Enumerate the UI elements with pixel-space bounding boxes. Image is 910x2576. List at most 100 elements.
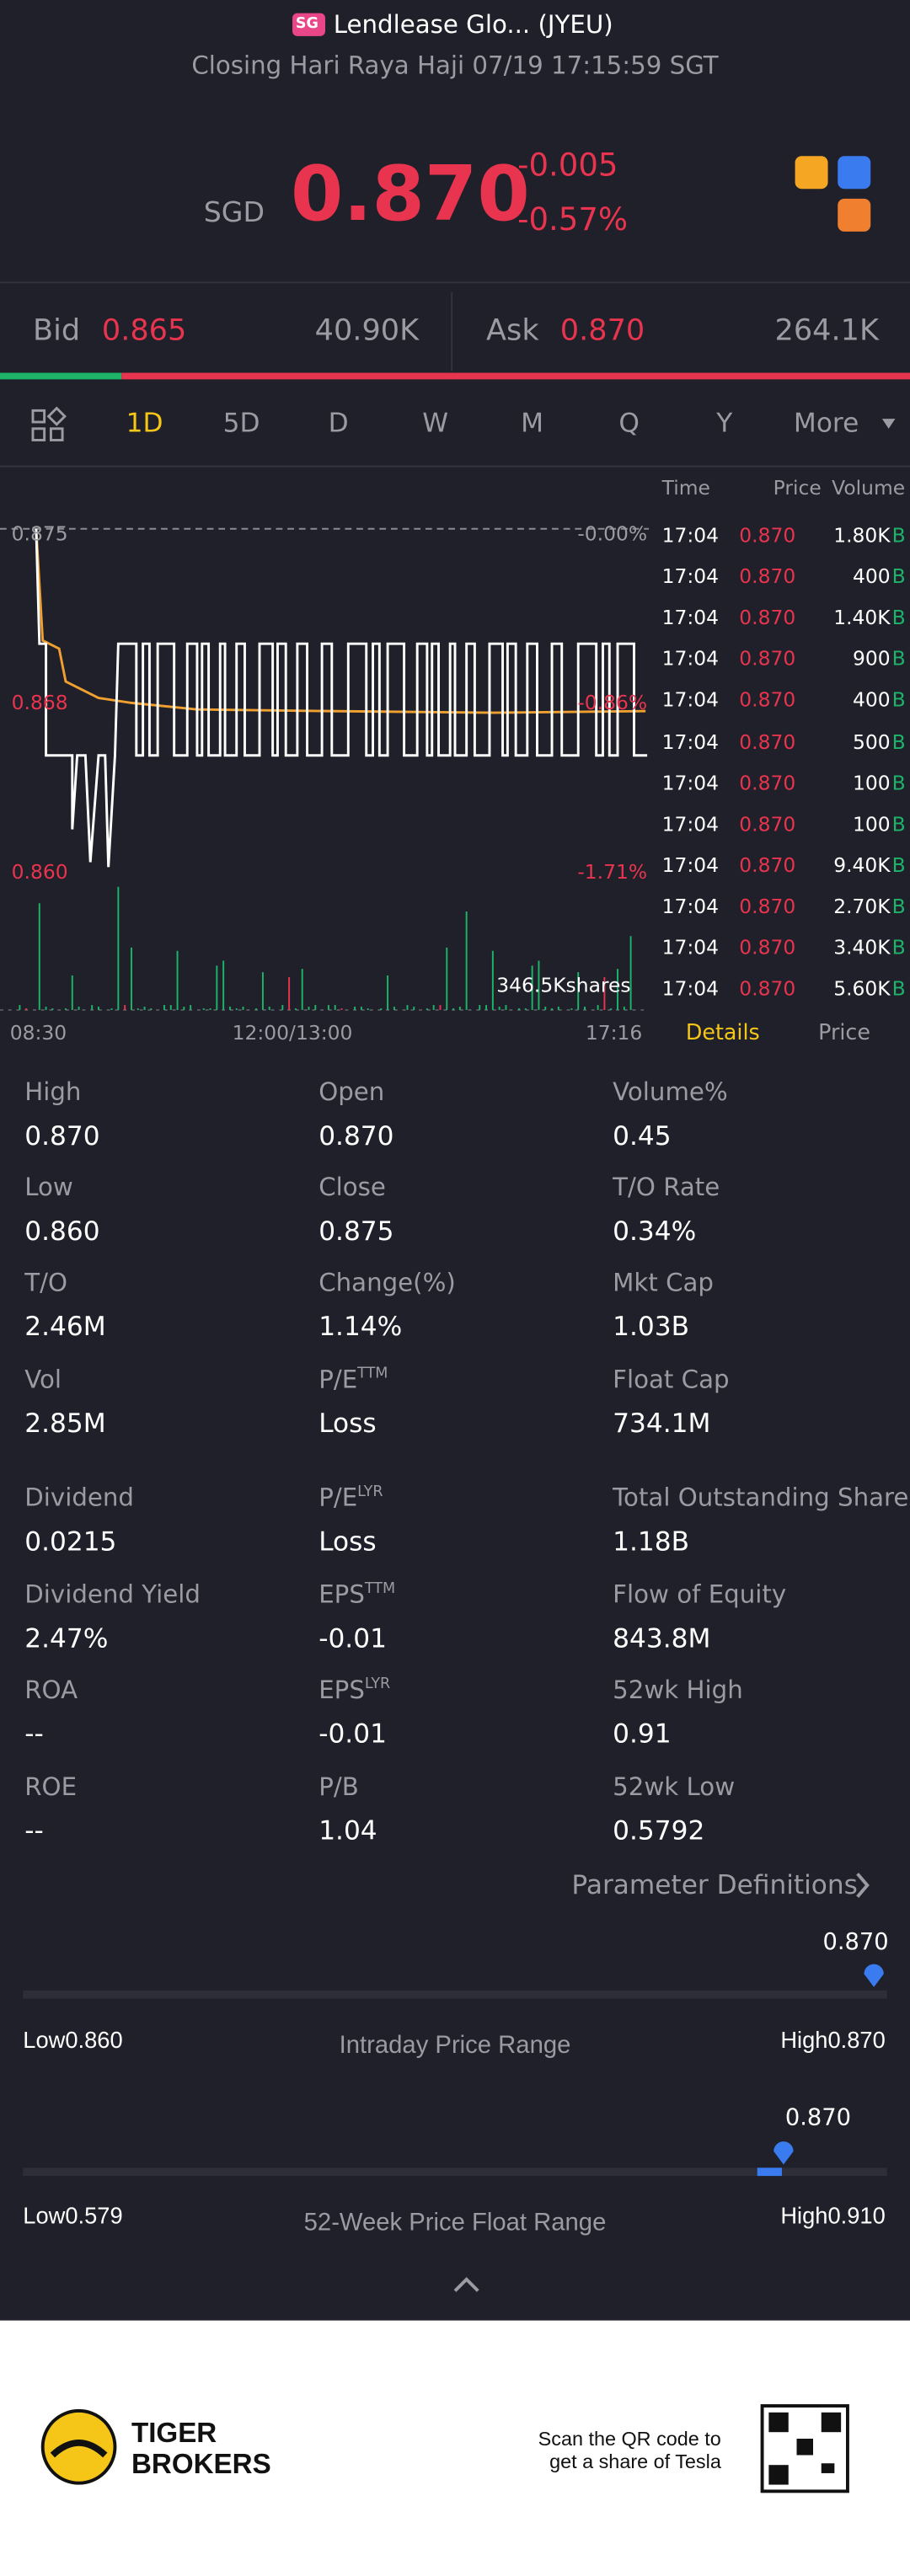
stat-value: -0.01 [318,1622,387,1654]
qr-text: get a share of Tesla [549,2450,721,2473]
market-badge: SG [295,15,318,33]
stat-label-sup: TTM [364,1580,396,1597]
period-tab[interactable]: 5D [222,407,260,439]
stat-value: 2.85M [24,1407,106,1439]
trade-time: 17:04 [661,936,720,959]
period-tab[interactable]: Y [716,407,733,439]
trade-price: 0.870 [739,647,796,671]
period-tab[interactable]: M [521,407,544,439]
qr-code [760,2404,849,2493]
stat-value: 0.91 [613,1718,672,1750]
stat-label: Total Outstanding Shares [613,1482,910,1512]
stat-value: 0.34% [613,1215,697,1247]
trade-time: 17:04 [661,523,720,548]
trade-time: 17:04 [661,771,720,794]
period-tab[interactable]: More [793,407,859,439]
price-axis-label: 0.875 [11,521,68,546]
stat-label-sup: LYR [357,1483,383,1500]
range-title: 52-Week Price Float Range [303,2208,607,2237]
app-icon [795,156,828,190]
trade-volume: 100 [852,812,891,836]
stat-label: Mkt Cap [613,1267,714,1297]
stat-value: 0.870 [24,1120,100,1152]
stat-label: P/ETTM [318,1364,388,1394]
trade-time: 17:04 [661,688,720,712]
stat-label: Dividend Yield [24,1579,201,1609]
bid-label: Bid [32,313,81,349]
range-track [23,1990,887,1999]
bid-price: 0.865 [101,313,187,349]
stat-label-sup: TTM [357,1365,388,1382]
trade-price: 0.870 [739,606,796,630]
trade-time: 17:04 [661,895,720,918]
trade-side: B [891,771,906,794]
trade-volume: 900 [852,647,891,671]
app-icon [838,156,871,190]
stat-label: ROE [24,1771,78,1801]
trade-time: 17:04 [661,853,720,877]
trade-time: 17:04 [661,647,720,671]
trade-time: 17:04 [661,812,720,836]
volume-bars [19,886,632,1010]
trade-side: B [891,564,906,589]
stat-label: ROA [24,1674,78,1704]
stat-value: Loss [318,1526,377,1558]
stat-value: Loss [318,1407,377,1439]
trade-price: 0.870 [739,730,796,753]
stat-label: Dividend [24,1482,134,1512]
stat-value: 0.860 [24,1215,100,1247]
ask-bar [121,372,910,380]
trade-volume: 500 [852,730,891,753]
volume-label: 346.5Kshares [496,974,631,997]
parameter-definitions[interactable]: Parameter Definitions [571,1868,858,1900]
stat-label: High [24,1076,82,1106]
stat-value: -- [24,1718,44,1750]
bid-bar [0,372,122,380]
stat-value: 0.0215 [24,1526,117,1558]
trade-price: 0.870 [739,977,796,1001]
range-marker [864,1964,884,1987]
time-axis-label: 08:30 [9,1021,67,1045]
price: 0.870 [291,149,530,238]
range-high: High0.870 [780,2026,886,2053]
trade-price: 0.870 [739,853,796,877]
trade-side: B [891,606,906,630]
trade-time: 17:04 [661,977,720,1001]
range-low: Low0.579 [23,2202,123,2229]
trade-time: 17:04 [661,564,720,589]
trade-tab[interactable]: Details [685,1020,760,1045]
time-axis-label: 12:00/13:00 [232,1021,353,1045]
stat-value: -0.01 [318,1718,387,1750]
stat-label: EPSTTM [318,1579,396,1609]
ask-label: Ask [486,313,539,349]
period-tab[interactable]: 1D [126,407,163,439]
stat-value: 0.45 [613,1120,672,1152]
bid-size: 40.90K [314,313,420,349]
trade-volume: 5.60K [833,977,891,1001]
trade-price: 0.870 [739,936,796,959]
trade-side: B [891,936,906,959]
trade-tab[interactable]: Price [818,1020,870,1045]
stat-value: 1.18B [613,1526,690,1558]
stat-label: 52wk High [613,1674,743,1704]
trade-volume: 400 [852,688,891,712]
period-tab[interactable]: Q [618,407,640,439]
period-tab[interactable]: D [328,407,349,439]
period-tab[interactable]: W [422,407,449,439]
change: -0.005 [517,147,618,184]
footer-bg [0,2320,910,2576]
stat-value: 2.46M [24,1310,106,1342]
trade-price: 0.870 [739,523,796,548]
stat-label: P/ELYR [318,1482,383,1512]
stat-label: Open [318,1076,385,1106]
stat-value: 1.04 [318,1814,377,1846]
price-axis-label: 0.860 [11,860,68,884]
trade-side: B [891,647,906,671]
trade-side: B [891,895,906,918]
range-track [23,2167,887,2177]
stat-value: 843.8M [613,1622,711,1654]
logo [40,2408,117,2485]
change-pct: -0.57% [517,200,629,238]
trade-price: 0.870 [739,812,796,836]
